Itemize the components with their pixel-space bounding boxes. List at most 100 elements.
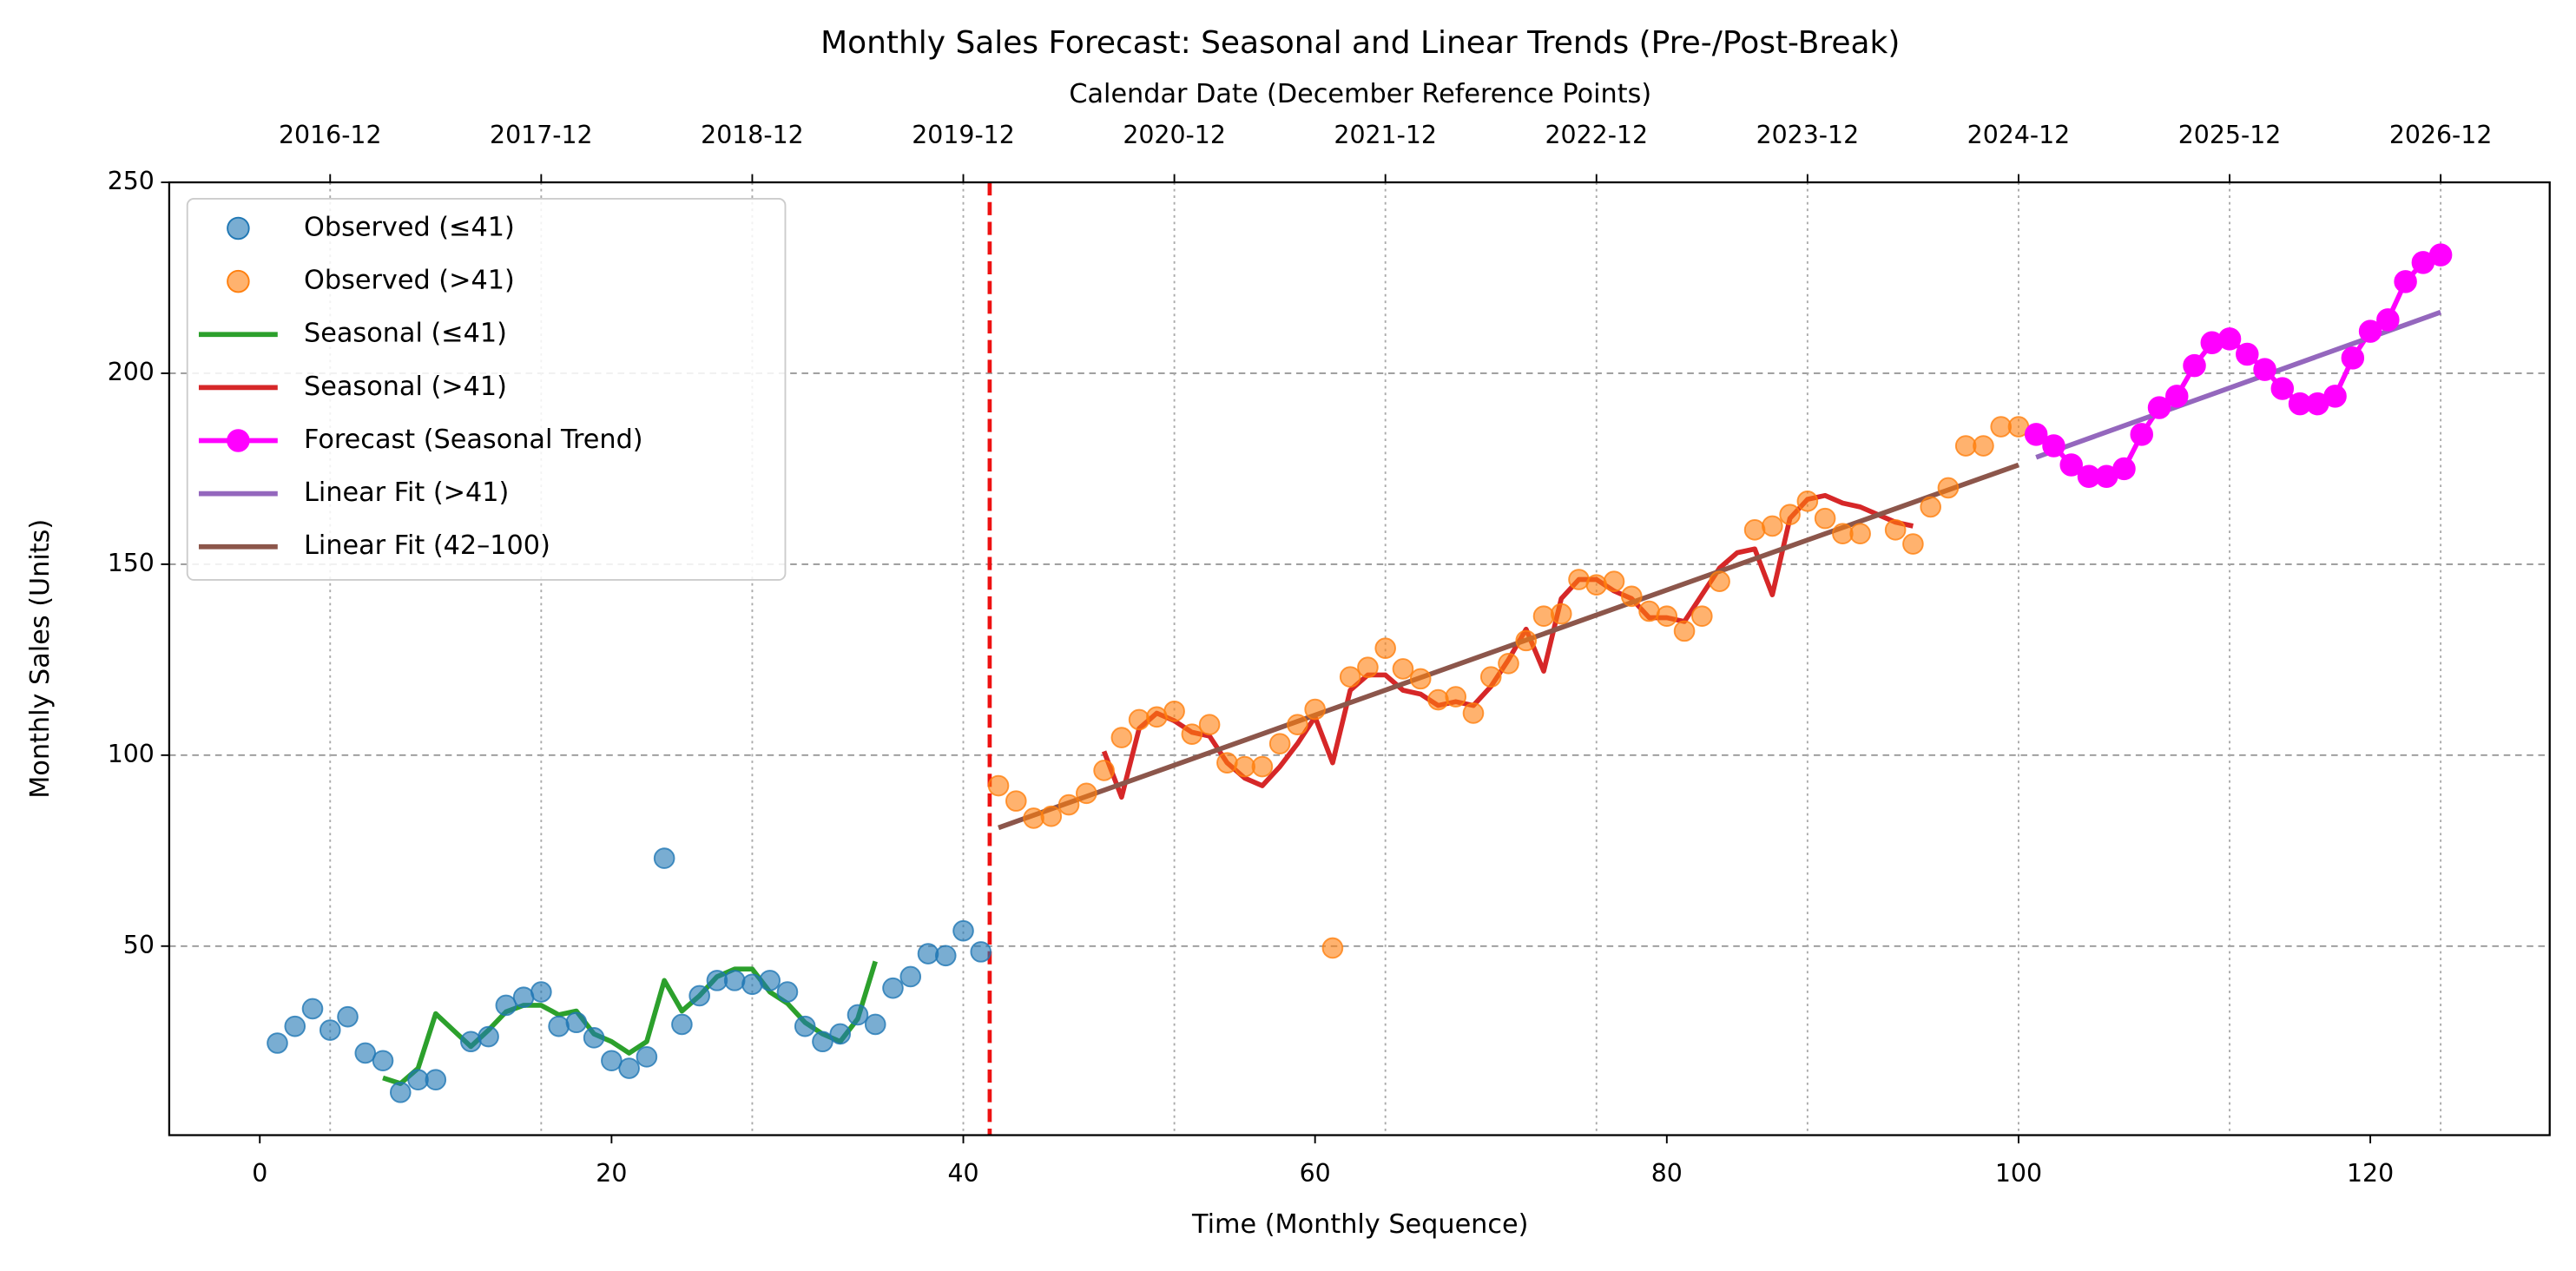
data-point [267,1032,288,1054]
x2-tick-label: 2016-12 [279,121,382,149]
data-point [1268,733,1291,754]
data-point [1339,666,1361,688]
data-point [1920,496,1941,518]
data-point [478,1025,499,1048]
y-tick-label: 200 [108,358,155,386]
data-point [548,1015,570,1037]
data-point [1287,714,1308,735]
data-point [601,1050,623,1072]
data-point [1076,782,1097,805]
x-tick-label: 100 [1995,1159,2042,1188]
x-tick-label: 120 [2347,1159,2394,1188]
legend-marker [227,429,250,452]
legend-label: Linear Fit (42–100) [304,530,550,561]
data-point [1954,435,1977,457]
data-point [2217,327,2242,351]
data-point [2112,457,2136,481]
y-axis-label: Monthly Sales (Units) [25,519,56,799]
data-point [794,1015,816,1037]
data-point [530,981,552,1003]
data-point [2376,308,2400,332]
x-tick-label: 80 [1651,1159,1683,1188]
data-point [2024,423,2048,446]
data-point [1216,752,1238,774]
data-point [1304,698,1326,721]
data-point [337,1005,359,1028]
plot-frame [168,181,2551,1136]
data-point [1057,794,1080,816]
data-point [1093,760,1115,781]
legend-box [186,198,787,581]
data-point [1321,937,1344,959]
data-point [1163,700,1185,722]
data-point [1796,491,1819,512]
data-point [2059,453,2083,477]
data-point [1814,507,1836,530]
data-point [653,847,675,869]
data-point [688,985,710,1007]
data-point [671,1013,693,1036]
data-point [2394,270,2417,293]
y-tick-label: 250 [108,167,155,195]
data-point [2358,319,2382,343]
data-point [970,941,992,963]
data-point [1181,723,1203,745]
data-point [1110,727,1133,748]
data-point [618,1057,640,1079]
data-point [1532,605,1555,628]
x-tick-label: 40 [947,1159,978,1188]
data-point [847,1004,869,1026]
data-point [1779,504,1801,526]
data-point [864,1013,886,1036]
data-point [1973,435,1994,457]
legend-label: Linear Fit (>41) [304,477,509,508]
data-point [1515,629,1538,652]
data-point [1884,519,1907,541]
x2-axis-label: Calendar Date (December Reference Points… [1069,79,1651,109]
data-point [1023,807,1044,829]
data-point [407,1069,429,1091]
data-point [1585,574,1608,596]
data-point [952,919,974,942]
data-point [1656,605,1678,628]
data-point [512,986,535,1009]
data-point [759,970,781,991]
data-point [1620,585,1643,608]
y-tick-label: 150 [108,549,155,577]
data-point [301,998,324,1020]
data-point [1849,523,1871,545]
data-point [2130,423,2153,446]
x2-tick-label: 2020-12 [1123,121,1226,149]
data-point [2236,342,2259,366]
data-point [1357,656,1379,678]
data-point [1234,755,1255,778]
x-tick-label: 0 [252,1159,267,1188]
data-point [1462,702,1485,724]
data-point [1709,570,1730,593]
x2-tick-label: 2021-12 [1334,121,1437,149]
data-point [1392,658,1414,680]
data-point [917,943,939,965]
data-point [812,1031,833,1053]
data-point [1479,666,1502,688]
data-point [319,1019,341,1041]
data-point [1673,620,1696,642]
data-point [829,1023,852,1045]
data-point [987,774,1010,797]
legend-label: Observed (>41) [304,266,515,296]
data-point [460,1031,482,1053]
x2-tick-label: 2017-12 [490,121,593,149]
data-point [1374,637,1396,659]
data-point [1198,714,1221,735]
x-axis-label: Time (Monthly Sequence) [1191,1209,1528,1240]
data-point [882,977,904,999]
data-point [1445,686,1467,708]
data-point [1146,706,1168,728]
legend-marker [227,216,250,240]
data-point [354,1042,377,1064]
data-point [495,994,517,1017]
x2-tick-label: 2022-12 [1545,121,1648,149]
data-point [1128,708,1150,731]
data-point [2165,385,2189,408]
